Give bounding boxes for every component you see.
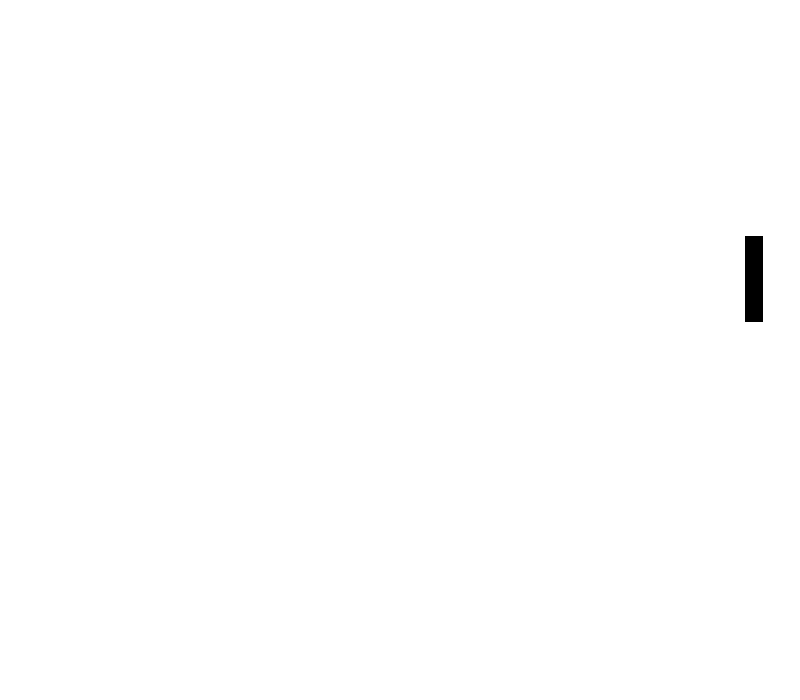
legend	[745, 236, 763, 322]
pvalue-colorbar	[745, 236, 763, 322]
